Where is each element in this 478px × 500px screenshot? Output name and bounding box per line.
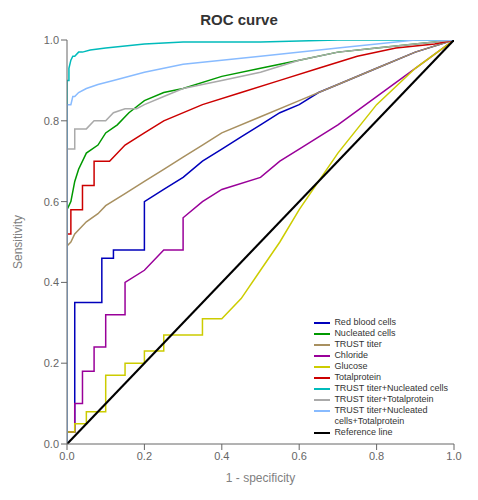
html-text:TRUST titer+Totalprotein: TRUST titer+Totalprotein	[334, 394, 434, 404]
html-text:ROC curve: ROC curve	[200, 11, 278, 28]
svg-text:1.0: 1.0	[446, 450, 461, 462]
html-text:Reference line: Reference line	[334, 427, 393, 437]
svg-text:0.0: 0.0	[59, 450, 74, 462]
svg-text:0.6: 0.6	[292, 450, 307, 462]
svg-text:0.8: 0.8	[369, 450, 384, 462]
html-text:TRUST titer+Nucleated cells: TRUST titer+Nucleated cells	[334, 383, 448, 393]
html-text:TRUST titer: TRUST titer	[334, 339, 382, 349]
svg-text:1.0: 1.0	[44, 34, 59, 46]
html-text:Glucose: Glucose	[334, 361, 368, 371]
svg-text:0.4: 0.4	[214, 450, 229, 462]
html-text:TRUST titer+Nucleated cells+To: TRUST titer+Nucleated cells+Totalprotein	[334, 405, 428, 426]
svg-text:1 - specificity: 1 - specificity	[226, 471, 295, 485]
svg-text:Sensitivity: Sensitivity	[11, 215, 25, 269]
html-text:Red blood cells: Red blood cells	[334, 317, 396, 327]
svg-text:0.0: 0.0	[44, 438, 59, 450]
svg-text:0.8: 0.8	[44, 115, 59, 127]
svg-text:0.2: 0.2	[44, 357, 59, 369]
svg-text:0.6: 0.6	[44, 196, 59, 208]
svg-text:0.4: 0.4	[44, 276, 59, 288]
html-text:Totalprotein: Totalprotein	[334, 372, 381, 382]
svg-text:0.2: 0.2	[137, 450, 152, 462]
html-text:Chloride: Chloride	[334, 350, 368, 360]
html-text:Nucleated cells: Nucleated cells	[334, 328, 396, 338]
